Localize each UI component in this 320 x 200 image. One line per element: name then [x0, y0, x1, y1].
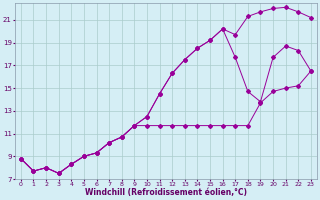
X-axis label: Windchill (Refroidissement éolien,°C): Windchill (Refroidissement éolien,°C)	[85, 188, 247, 197]
